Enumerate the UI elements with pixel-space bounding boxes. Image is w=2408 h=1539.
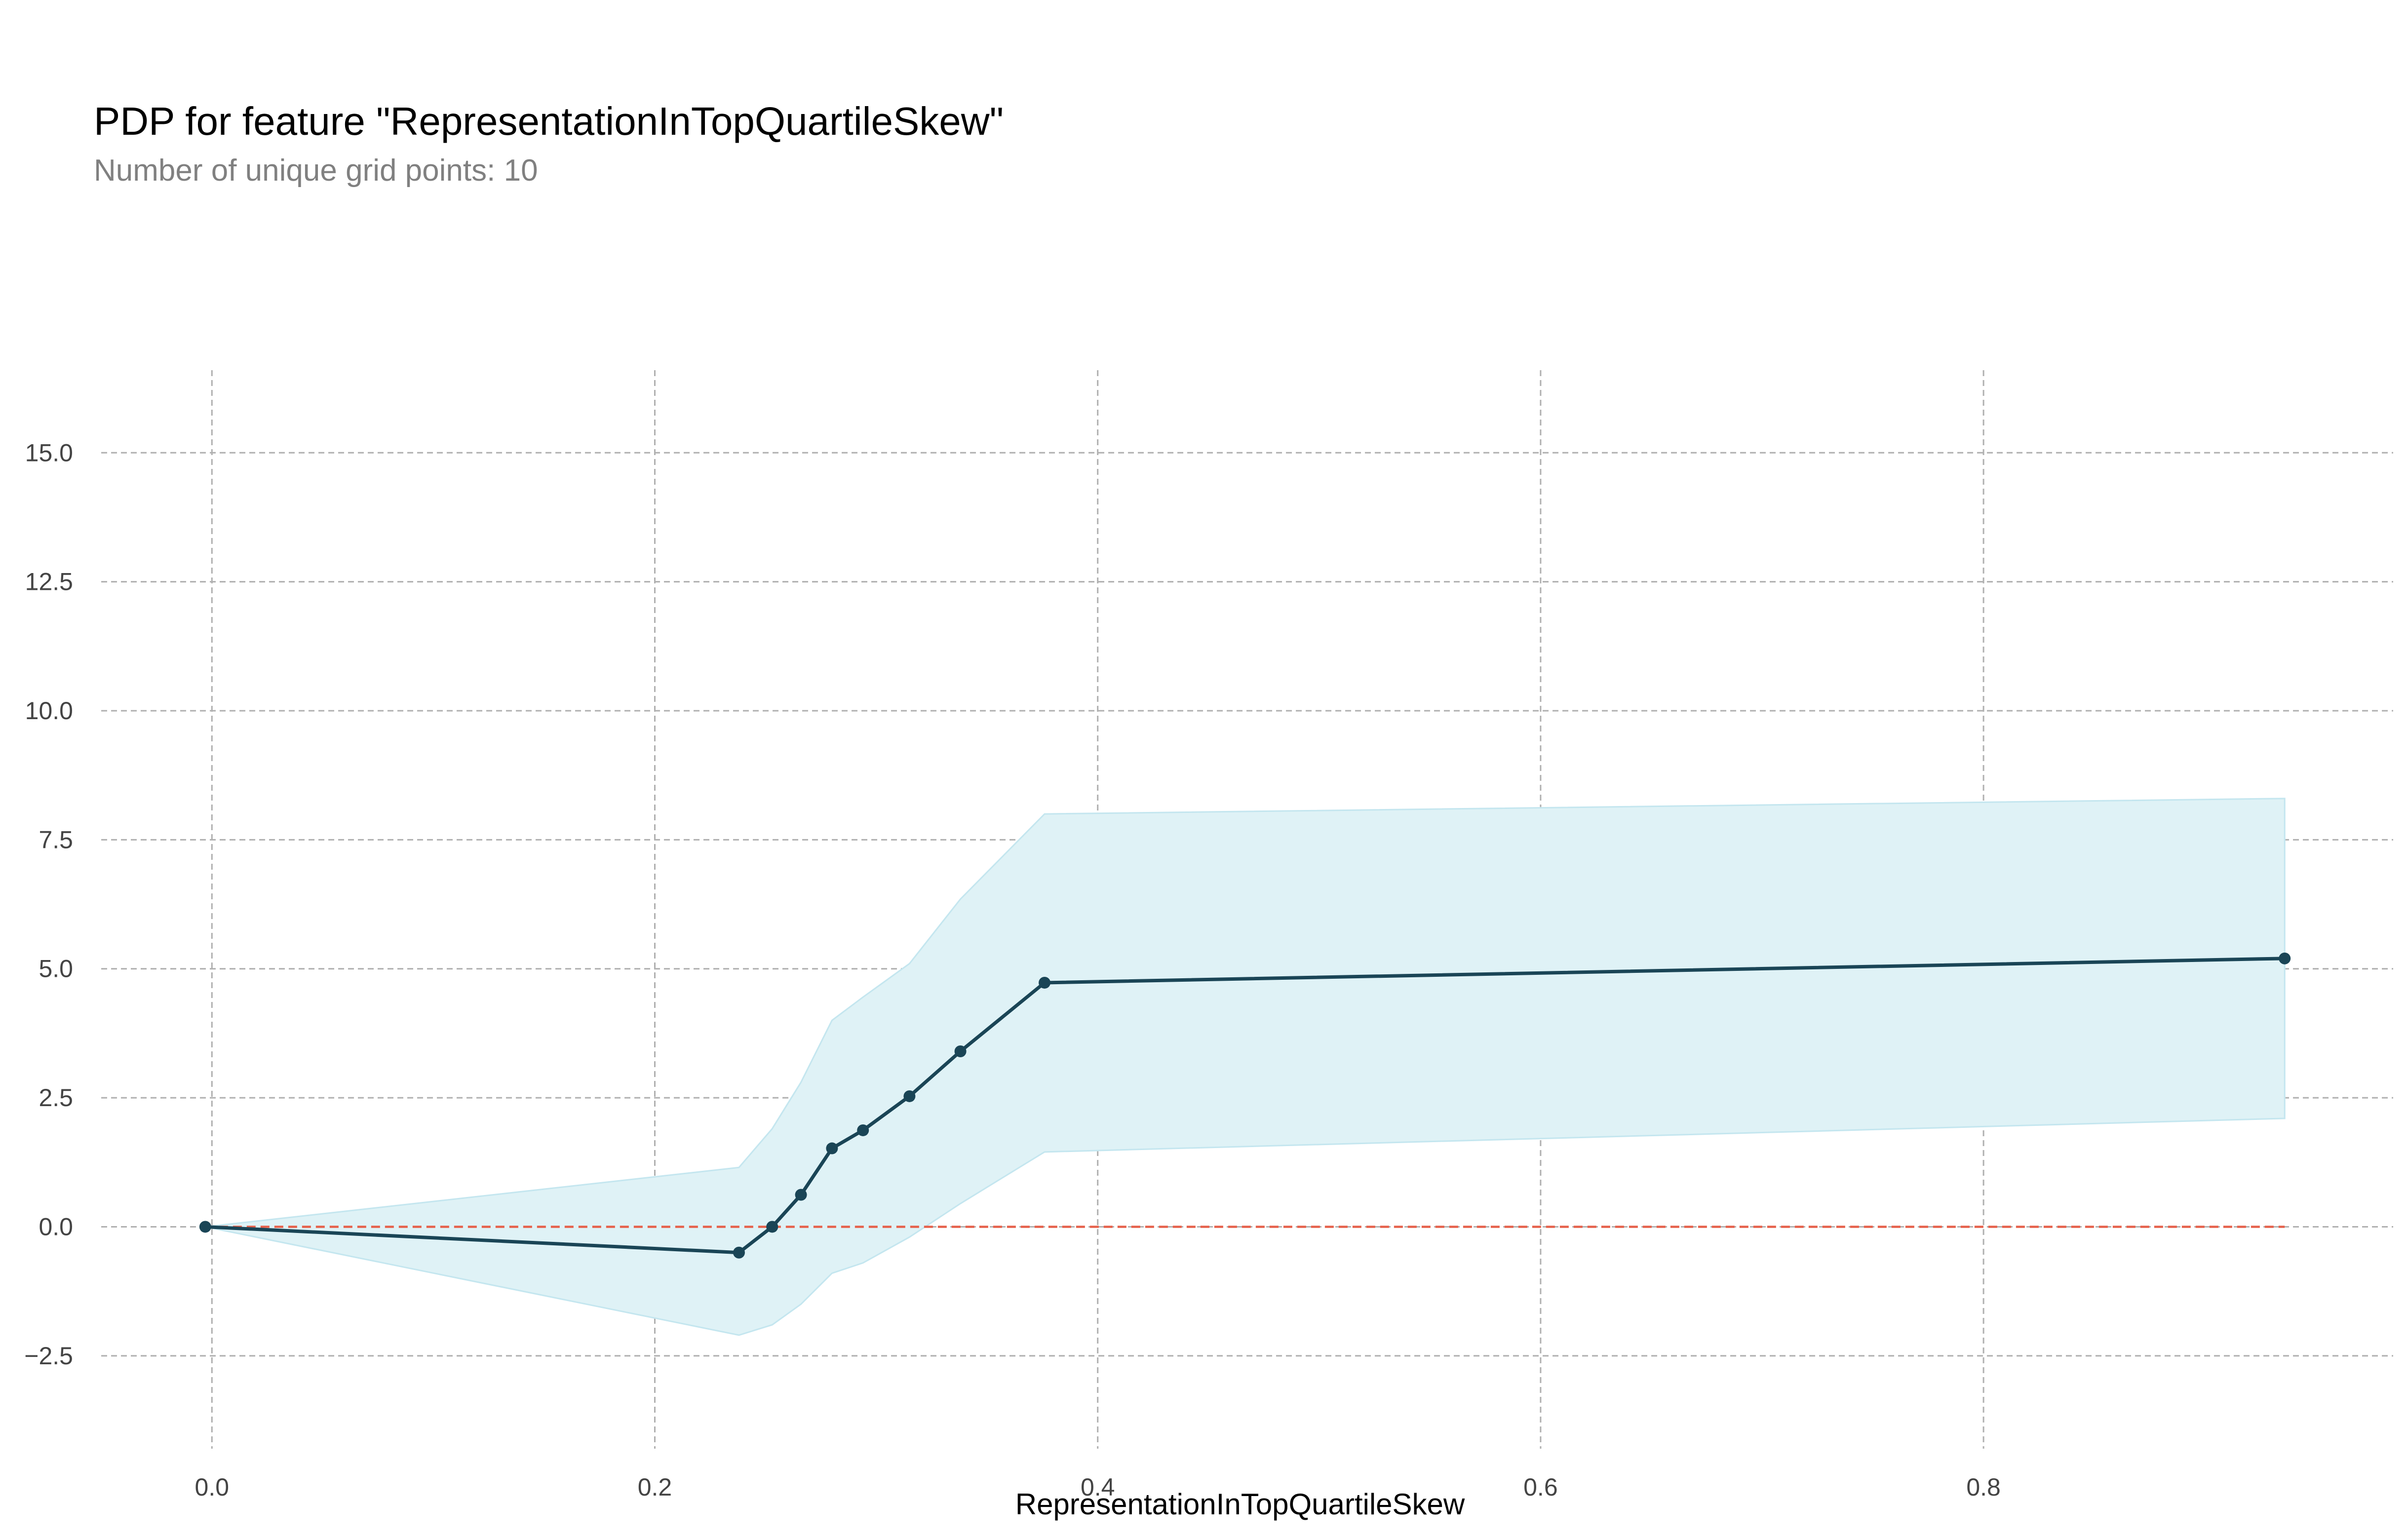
x-tick-label: 0.8 <box>1966 1473 2001 1501</box>
y-tick-label: 15.0 <box>25 439 73 466</box>
y-tick-label: 5.0 <box>39 955 73 983</box>
y-tick-label: 0.0 <box>39 1213 73 1240</box>
pdp-point <box>795 1189 807 1201</box>
x-tick-label: 0.2 <box>638 1473 672 1501</box>
pdp-point <box>954 1045 967 1057</box>
y-tick-label: 2.5 <box>39 1084 73 1112</box>
x-tick-label: 0.4 <box>1081 1473 1115 1501</box>
confidence-band-layer <box>205 798 2286 1336</box>
chart-title: PDP for feature "RepresentationInTopQuar… <box>94 99 1004 143</box>
pdp-point <box>826 1142 838 1154</box>
confidence-band <box>205 798 2286 1336</box>
pdp-point <box>1039 976 1051 989</box>
x-axis-label: RepresentationInTopQuartileSkew <box>1015 1488 1465 1521</box>
tick-label-layer: 0.0 0.2 0.4 0.6 0.8 −2.5 0.0 2.5 5.0 7.5 10.0 12.5 1… <box>24 439 2001 1501</box>
x-tick-label: 0.6 <box>1523 1473 1558 1501</box>
y-tick-label: 7.5 <box>39 826 73 853</box>
y-tick-label: −2.5 <box>24 1342 73 1370</box>
y-tick-label: 10.0 <box>25 697 73 725</box>
pdp-line-layer <box>205 957 2285 1255</box>
pdp-point <box>199 1221 211 1233</box>
pdp-point <box>857 1124 869 1136</box>
chart-subtitle: Number of unique grid points: 10 <box>94 154 538 188</box>
x-tick-label: 0.0 <box>195 1473 230 1501</box>
pdp-point <box>766 1221 778 1233</box>
pdp-point <box>903 1090 916 1102</box>
pdp-line <box>205 957 2285 1255</box>
y-tick-label: 12.5 <box>25 568 73 596</box>
pdp-point <box>2279 952 2291 964</box>
pdp-point <box>733 1246 745 1259</box>
marker-layer <box>199 952 2291 1259</box>
